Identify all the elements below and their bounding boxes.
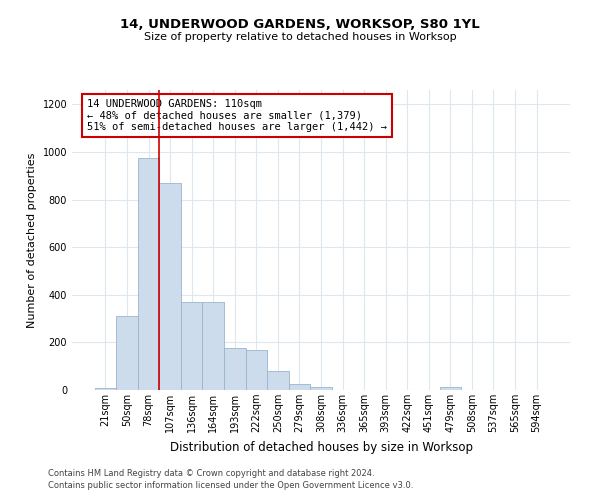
Text: Size of property relative to detached houses in Worksop: Size of property relative to detached ho… bbox=[143, 32, 457, 42]
Bar bbox=[310, 387, 332, 390]
Bar bbox=[224, 348, 245, 390]
Bar bbox=[440, 387, 461, 390]
Bar bbox=[95, 388, 116, 390]
Bar bbox=[160, 183, 181, 390]
Y-axis label: Number of detached properties: Number of detached properties bbox=[27, 152, 37, 328]
Bar bbox=[138, 158, 160, 390]
Text: Contains public sector information licensed under the Open Government Licence v3: Contains public sector information licen… bbox=[48, 481, 413, 490]
Bar bbox=[267, 371, 289, 390]
Bar bbox=[116, 316, 138, 390]
Bar bbox=[289, 384, 310, 390]
Bar bbox=[181, 302, 202, 390]
X-axis label: Distribution of detached houses by size in Worksop: Distribution of detached houses by size … bbox=[170, 440, 473, 454]
Bar bbox=[245, 350, 267, 390]
Text: 14 UNDERWOOD GARDENS: 110sqm
← 48% of detached houses are smaller (1,379)
51% of: 14 UNDERWOOD GARDENS: 110sqm ← 48% of de… bbox=[87, 99, 387, 132]
Bar bbox=[202, 302, 224, 390]
Text: Contains HM Land Registry data © Crown copyright and database right 2024.: Contains HM Land Registry data © Crown c… bbox=[48, 468, 374, 477]
Text: 14, UNDERWOOD GARDENS, WORKSOP, S80 1YL: 14, UNDERWOOD GARDENS, WORKSOP, S80 1YL bbox=[120, 18, 480, 30]
